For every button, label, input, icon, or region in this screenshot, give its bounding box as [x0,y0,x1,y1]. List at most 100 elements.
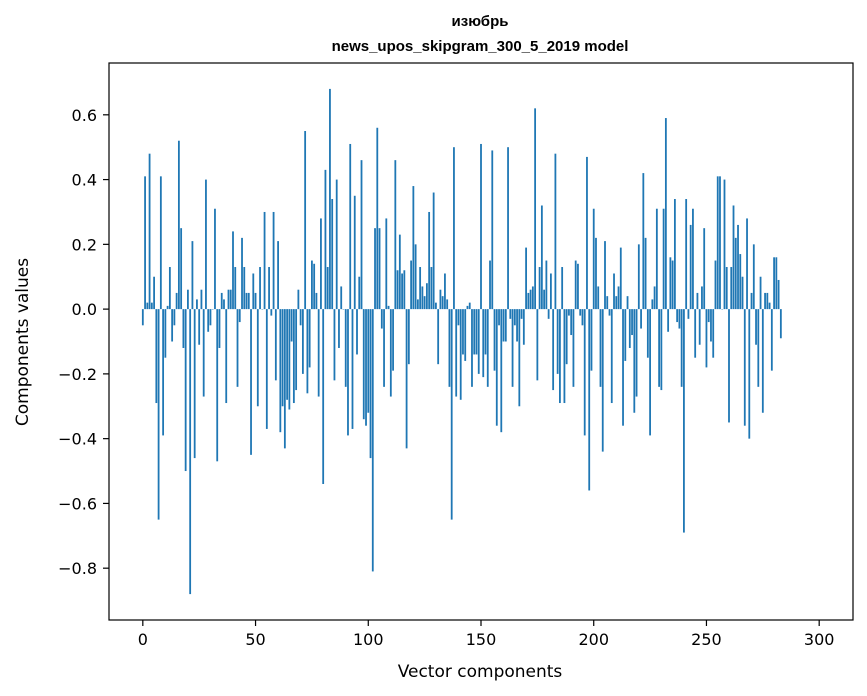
bar [734,237,737,310]
bar [750,292,753,310]
bar [141,309,144,326]
bar [624,309,627,361]
bar [563,309,566,404]
bar [473,309,476,355]
bar [315,292,318,310]
bar [297,289,300,310]
bar [202,309,205,397]
bar [653,286,656,310]
bar [326,267,329,310]
bar [764,292,766,310]
y-axis-label: Components values [13,258,33,426]
bar [642,173,645,310]
bar [468,302,471,310]
bar [522,309,525,345]
bar [320,218,322,310]
bar [457,309,460,326]
y-tick-label: −0.2 [58,365,97,384]
bar [288,309,291,410]
bar [340,286,343,310]
bar [356,309,358,355]
bar [757,309,760,387]
bar [331,199,334,310]
bar [301,309,304,374]
bar [322,309,325,484]
bar [311,260,313,310]
bar [159,176,162,310]
bar [277,241,279,310]
bar [371,309,374,572]
bar [664,118,667,310]
bar [531,286,534,310]
bar [599,309,602,387]
bar [649,309,651,436]
bar [687,309,690,319]
bar [317,309,320,397]
bar [536,309,539,381]
bar [683,309,685,533]
bar [252,273,255,310]
x-tick-label: 0 [138,630,148,649]
x-tick-label: 200 [578,630,609,649]
chart-title-line-1: изюбрь [452,13,509,30]
x-tick-label: 250 [691,630,722,649]
y-tick-label: 0.2 [72,235,97,254]
bar [768,302,771,310]
bar [272,211,275,310]
bar [486,309,489,387]
bar [631,309,633,336]
bar [166,305,169,310]
bar [198,309,201,345]
bar [570,309,573,336]
bar [583,309,586,436]
bar [286,309,289,400]
bar [144,176,146,310]
bar [493,309,496,371]
bar [205,179,207,310]
bar [223,299,225,310]
bar [295,309,298,391]
x-tick-label: 150 [466,630,497,649]
bar [387,305,390,310]
bar [218,309,221,348]
bar [597,286,600,310]
chart-title-line-2: news_upos_skipgram_300_5_2019 model [332,38,629,55]
bar [455,309,458,397]
bar [671,260,674,310]
bar [646,309,649,358]
bar [150,302,153,310]
bar [543,289,546,310]
bar [759,276,762,310]
bar [263,211,266,310]
x-tick-label: 300 [804,630,835,649]
bar [725,267,728,310]
bar [554,153,557,310]
bar [707,309,710,323]
bar [324,169,327,310]
bar [214,208,216,310]
bar [335,179,338,310]
bar [225,309,228,404]
bar [655,208,658,310]
bar [306,309,309,394]
bar [450,309,453,520]
bar [236,309,239,387]
bar [752,244,755,310]
bar [419,267,422,310]
bar [701,286,703,310]
bar [579,309,582,316]
bar [209,309,212,326]
bar [466,305,469,310]
bar [414,244,417,310]
bar [290,309,293,342]
bar [428,211,431,310]
bar [552,309,555,391]
bar [254,292,257,310]
bar [538,267,541,310]
bar [520,309,523,319]
bar [710,309,712,342]
bar [410,260,413,310]
bar [187,289,189,310]
bar [423,296,426,310]
bar [234,267,237,310]
